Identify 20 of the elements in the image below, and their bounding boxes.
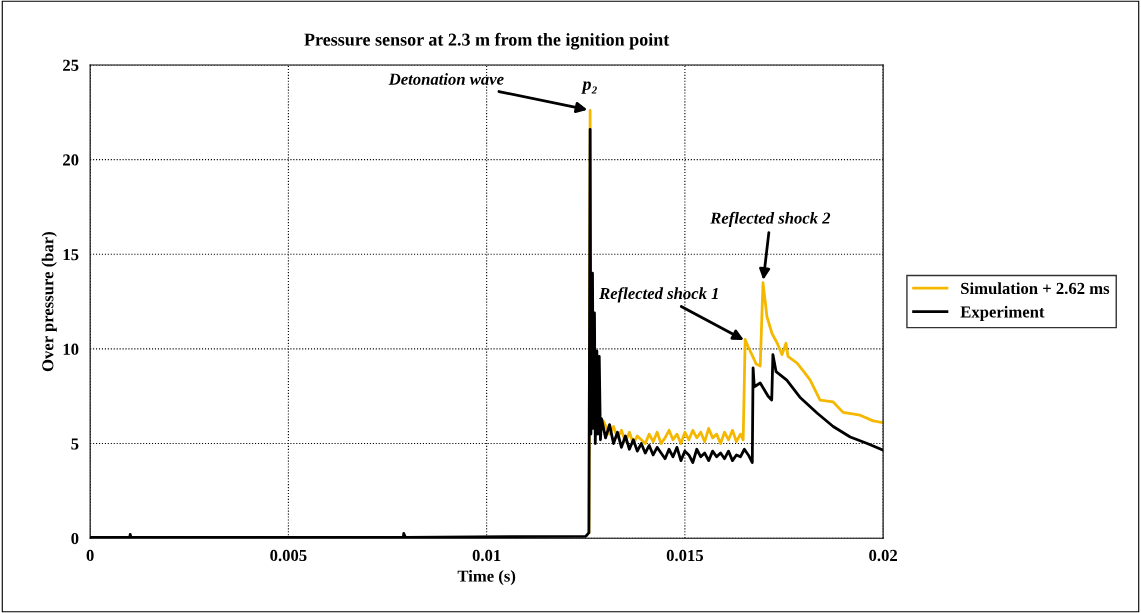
y-tick-label: 5 (71, 438, 79, 450)
x-axis-title: Time (s) (457, 570, 516, 586)
x-tick-label: 0.015 (666, 549, 704, 562)
x-tick-label: 0.005 (270, 549, 307, 562)
y-tick-label: 10 (63, 343, 79, 355)
annotation: Reflected shock 2 (710, 211, 831, 228)
y-tick-label: 20 (63, 154, 79, 166)
y-tick-label: 0 (71, 532, 79, 545)
y-axis-title: Over pressure (bar) (41, 231, 57, 372)
x-tick-label: 0.01 (472, 549, 501, 562)
annotation: Detonation wave (388, 73, 504, 85)
y-tick-label: 25 (63, 59, 79, 71)
legend-label: Experiment (960, 305, 1045, 321)
y-tick-label: 15 (63, 249, 79, 261)
chart-title: Pressure sensor at 2.3 m from the ignition point (304, 32, 670, 50)
x-tick-label: 0 (86, 549, 94, 562)
annotation: p₂ (581, 81, 597, 94)
annotation: Reflected shock 1 (599, 287, 718, 303)
x-tick-label: 0.02 (869, 549, 897, 562)
legend-label: Simulation + 2.62 ms (961, 282, 1110, 295)
